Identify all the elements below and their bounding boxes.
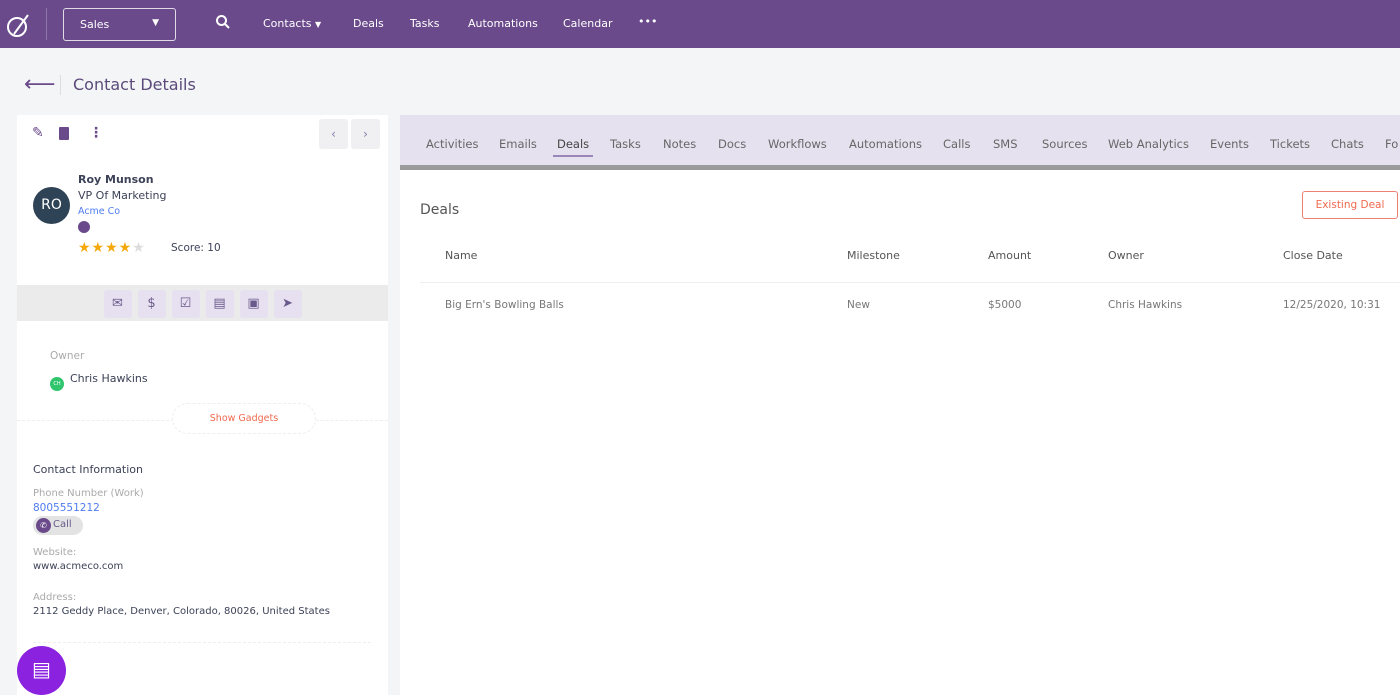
divider (33, 642, 371, 643)
trash-icon[interactable] (59, 127, 69, 140)
chat-widget-button[interactable]: ▤ (17, 646, 66, 695)
tab-workflows[interactable]: Workflows (768, 137, 827, 151)
website-label: Website: (33, 547, 77, 558)
email-icon[interactable]: ✉ (103, 290, 132, 318)
dollar-icon[interactable]: $ (137, 290, 166, 318)
tab-bar: Activities Emails Deals Tasks Notes Docs Workf… (400, 115, 1400, 170)
owner-avatar: CH (50, 377, 64, 391)
tab-sources[interactable]: Sources (1042, 137, 1088, 151)
tab-tickets[interactable]: Tickets (1270, 137, 1311, 151)
column-header-close-date[interactable]: Close Date (1283, 249, 1343, 262)
column-header-name[interactable]: Name (445, 249, 478, 262)
call-button[interactable]: ✆ Call (33, 516, 83, 535)
nav-tasks[interactable]: Tasks (410, 17, 440, 30)
tab-emails[interactable]: Emails (499, 137, 537, 151)
nav-automations[interactable]: Automations (468, 17, 538, 30)
owner-name: Chris Hawkins (70, 372, 148, 385)
contact-card: ✎ ⋮ ‹ › RO Roy Munson VP Of Marketing Ac… (17, 115, 388, 695)
nav-deals[interactable]: Deals (353, 17, 384, 30)
chat-icon: ▤ (32, 657, 51, 681)
contact-info-heading: Contact Information (33, 463, 143, 476)
avatar: RO (33, 187, 70, 224)
more-vertical-icon[interactable]: ⋮ (89, 125, 103, 141)
column-header-milestone[interactable]: Milestone (847, 249, 900, 262)
address-value: 2112 Geddy Place, Denver, Colorado, 8002… (33, 606, 330, 617)
page-title: Contact Details (73, 75, 196, 94)
deals-heading: Deals (420, 202, 460, 218)
contact-name: Roy Munson (78, 173, 154, 186)
tab-chats[interactable]: Chats (1331, 137, 1364, 151)
divider (420, 282, 1400, 283)
task-icon[interactable]: ☑ (171, 290, 200, 318)
next-contact-button[interactable]: › (351, 119, 380, 149)
star-empty-icon[interactable]: ★ (132, 240, 146, 256)
chevron-down-icon: ▼ (315, 20, 322, 29)
back-arrow-icon[interactable]: ⟵ (24, 72, 56, 97)
deal-amount: $5000 (988, 299, 1022, 311)
phone-link[interactable]: 8005551212 (33, 502, 100, 514)
top-nav: Sales ▼ Contacts ▼ Deals Tasks Automation… (0, 0, 1400, 48)
show-gadgets-button[interactable]: Show Gadgets (172, 403, 316, 434)
detail-panel: Activities Emails Deals Tasks Notes Docs Workf… (400, 115, 1400, 695)
column-header-owner[interactable]: Owner (1108, 249, 1144, 262)
score: Score: 10 (171, 242, 221, 254)
tab-tasks[interactable]: Tasks (610, 137, 641, 151)
prev-contact-button[interactable]: ‹ (319, 119, 348, 149)
deal-milestone: New (847, 299, 870, 311)
divider (46, 8, 47, 40)
more-icon[interactable]: ••• (638, 15, 658, 28)
deal-owner: Chris Hawkins (1108, 299, 1183, 311)
existing-deal-button[interactable]: Existing Deal (1302, 191, 1398, 219)
edit-icon[interactable]: ✎ (32, 125, 44, 141)
phone-icon: ✆ (36, 518, 51, 533)
pipeline-value: Sales (80, 18, 110, 31)
column-header-amount[interactable]: Amount (988, 249, 1032, 262)
logo-icon[interactable] (6, 12, 32, 38)
contact-title: VP Of Marketing (78, 189, 167, 202)
tab-activities[interactable]: Activities (426, 137, 479, 151)
note-icon[interactable]: ▤ (205, 290, 234, 318)
tab-docs[interactable]: Docs (718, 137, 747, 151)
company-link[interactable]: Acme Co (78, 206, 121, 217)
deal-name[interactable]: Big Ern's Bowling Balls (445, 299, 564, 311)
calendar-icon[interactable]: ▣ (239, 290, 268, 318)
nav-contacts[interactable]: Contacts ▼ (263, 17, 322, 30)
search-icon[interactable] (215, 14, 231, 30)
pipeline-select[interactable]: Sales ▼ (63, 8, 176, 41)
globe-icon[interactable] (78, 221, 90, 233)
divider (60, 74, 61, 95)
chevron-down-icon: ▼ (152, 18, 159, 28)
tab-web-analytics[interactable]: Web Analytics (1108, 137, 1189, 151)
owner-label: Owner (50, 350, 85, 362)
phone-label: Phone Number (Work) (33, 488, 144, 499)
tab-notes[interactable]: Notes (663, 137, 697, 151)
website-value[interactable]: www.acmeco.com (33, 561, 124, 572)
deal-close-date: 12/25/2020, 10:31 (1283, 299, 1381, 311)
address-label: Address: (33, 592, 77, 603)
nav-calendar[interactable]: Calendar (563, 17, 613, 30)
tab-automations[interactable]: Automations (849, 137, 922, 151)
tab-sms[interactable]: SMS (993, 137, 1018, 151)
tab-deals[interactable]: Deals (552, 137, 594, 157)
star-rating[interactable]: ★★★★★ (78, 240, 146, 256)
tab-fo[interactable]: Fo (1385, 137, 1399, 151)
action-bar: ✉ $ ☑ ▤ ▣ ➤ (17, 285, 388, 321)
tab-calls[interactable]: Calls (943, 137, 971, 151)
send-icon[interactable]: ➤ (273, 290, 302, 318)
tab-events[interactable]: Events (1210, 137, 1249, 151)
star-filled-icon[interactable]: ★★★★ (78, 240, 133, 256)
